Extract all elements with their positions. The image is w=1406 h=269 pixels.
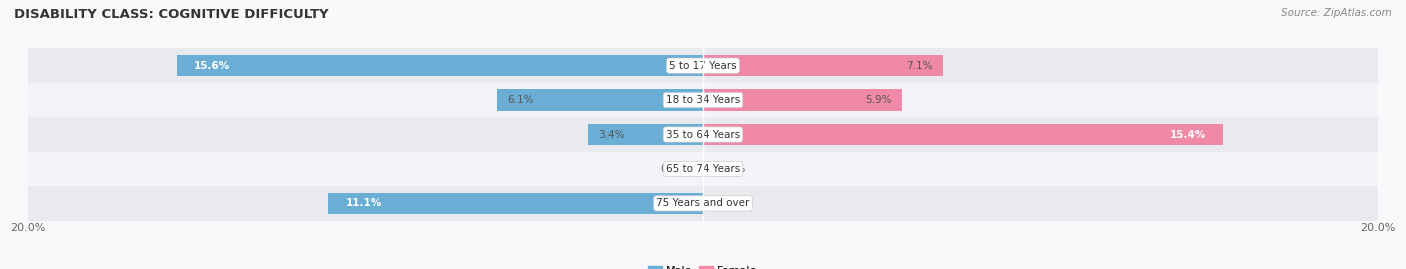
Legend: Male, Female: Male, Female	[644, 261, 762, 269]
Bar	[703, 55, 942, 76]
Bar	[703, 124, 1223, 145]
Text: 5.9%: 5.9%	[866, 95, 891, 105]
Text: 0.0%: 0.0%	[720, 198, 747, 208]
Bar	[498, 89, 703, 111]
Bar	[28, 48, 1378, 83]
Text: 15.4%: 15.4%	[1170, 129, 1206, 140]
Text: Source: ZipAtlas.com: Source: ZipAtlas.com	[1281, 8, 1392, 18]
Text: 3.4%: 3.4%	[599, 129, 624, 140]
Text: 65 to 74 Years: 65 to 74 Years	[666, 164, 740, 174]
Text: 11.1%: 11.1%	[346, 198, 381, 208]
Bar	[28, 186, 1378, 221]
Text: 5 to 17 Years: 5 to 17 Years	[669, 61, 737, 71]
Text: 0.0%: 0.0%	[659, 164, 686, 174]
Bar	[177, 55, 703, 76]
Text: 75 Years and over: 75 Years and over	[657, 198, 749, 208]
Bar	[703, 89, 903, 111]
Bar	[588, 124, 703, 145]
Bar	[28, 83, 1378, 117]
Text: DISABILITY CLASS: COGNITIVE DIFFICULTY: DISABILITY CLASS: COGNITIVE DIFFICULTY	[14, 8, 329, 21]
Bar	[329, 193, 703, 214]
Text: 15.6%: 15.6%	[194, 61, 229, 71]
Bar	[28, 152, 1378, 186]
Text: 18 to 34 Years: 18 to 34 Years	[666, 95, 740, 105]
Text: 0.0%: 0.0%	[720, 164, 747, 174]
Bar	[28, 117, 1378, 152]
Text: 6.1%: 6.1%	[508, 95, 534, 105]
Text: 35 to 64 Years: 35 to 64 Years	[666, 129, 740, 140]
Text: 7.1%: 7.1%	[905, 61, 932, 71]
